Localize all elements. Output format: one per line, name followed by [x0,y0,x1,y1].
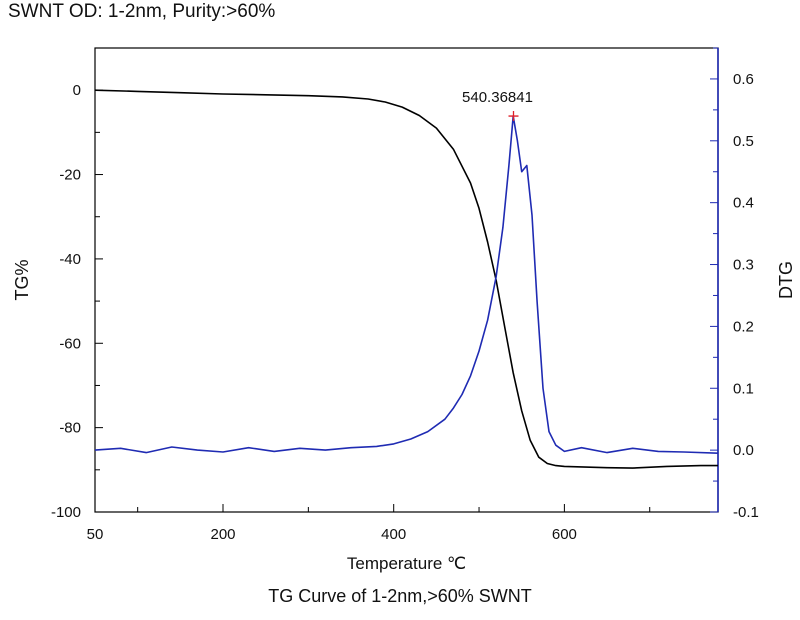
y-right-tick-label: -0.1 [733,504,759,521]
y-right-tick-label: 0.1 [733,380,754,397]
y-left-tick-label: 0 [73,82,81,99]
right-axis-ticks: 0.6 0.5 0.4 0.3 0.2 0.1 0.0 -0.1 [710,47,759,521]
x-tick-label: 200 [210,526,235,543]
peak-label: 540.36841 [462,89,533,106]
left-axis-label: TG% [12,259,32,300]
peak-marker [508,111,519,122]
y-right-tick-label: 0.6 [733,71,754,88]
y-right-tick-label: 0.0 [733,442,754,459]
x-tick-label: 400 [381,526,406,543]
x-axis-label: Temperature ℃ [347,554,466,573]
left-axis-ticks: 0 -20 -40 -60 -80 -100 [51,82,103,521]
y-right-tick-label: 0.2 [733,318,754,335]
y-right-tick-label: 0.4 [733,195,754,212]
x-tick-label: 50 [87,526,104,543]
series-layer [94,89,719,469]
tg-series-line [94,89,718,469]
y-right-tick-label: 0.5 [733,133,754,150]
y-left-tick-label: -20 [59,167,81,184]
right-axis-label: DTG [776,261,796,299]
x-axis-ticks: 50 200 400 600 [87,504,651,543]
y-left-tick-label: -40 [59,251,81,268]
y-left-tick-label: -100 [51,504,81,521]
chart-title: SWNT OD: 1-2nm, Purity:>60% [8,1,276,22]
y-left-tick-label: -80 [59,420,81,437]
y-right-tick-label: 0.3 [733,257,754,274]
plot-frame [94,47,719,513]
x-tick-label: 600 [552,526,577,543]
tg-chart: 50 200 400 600 0-20-40-60-80-100 0.60.50.40… [12,47,796,573]
chart-caption: TG Curve of 1-2nm,>60% SWNT [268,586,532,606]
y-left-tick-label: -60 [59,335,81,352]
dtg-series-line [94,115,719,454]
